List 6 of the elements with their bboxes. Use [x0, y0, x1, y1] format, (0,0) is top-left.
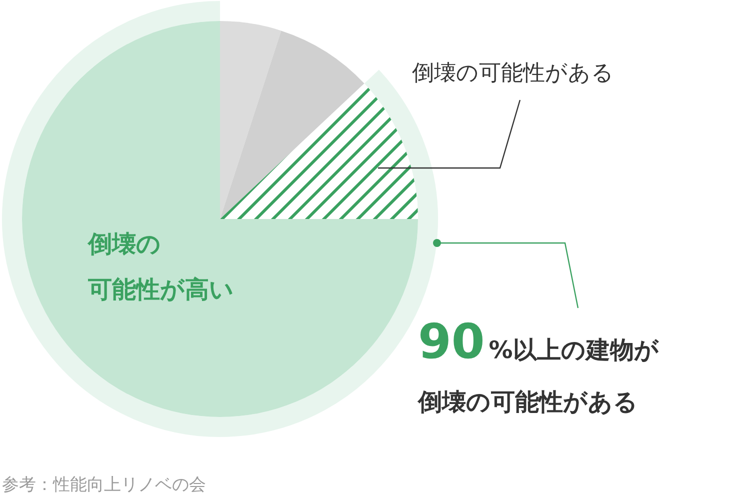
- slice-label: 倒壊の可能性が高い: [87, 230, 234, 304]
- text: 倒壊の可能性がある: [417, 388, 638, 416]
- text: 90%以上の建物が: [418, 314, 659, 370]
- slice-label: 倒壊の可能性がある: [412, 61, 614, 86]
- text: 参考：性能向上リノベの会: [2, 475, 206, 495]
- pie-slice: [220, 83, 418, 219]
